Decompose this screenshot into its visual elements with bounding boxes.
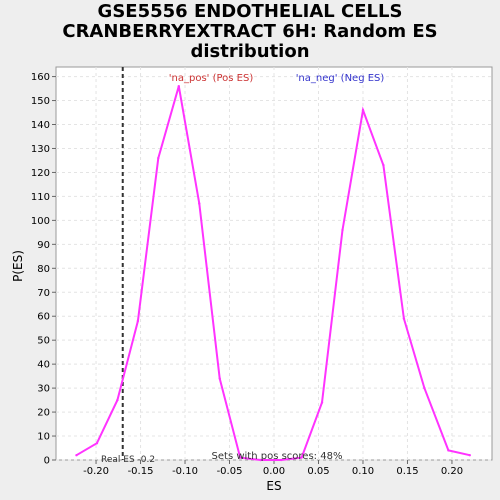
y-tick-label: 140 [31, 120, 50, 131]
data-point [157, 156, 160, 160]
y-tick-label: 110 [31, 192, 50, 203]
title-line-2: CRANBERRYEXTRACT 6H: Random ES [62, 21, 438, 42]
y-tick-label: 20 [37, 408, 50, 419]
x-tick-label: -0.15 [128, 466, 154, 477]
data-point [259, 458, 262, 462]
data-point [75, 454, 78, 457]
data-point [198, 202, 201, 205]
y-tick-label: 70 [37, 288, 50, 299]
legend-pos-es: 'na_pos' (Pos ES) [169, 73, 254, 84]
data-point [177, 84, 180, 88]
pos-scores-annotation: Sets with pos scores: 48% [212, 451, 343, 462]
data-point [320, 401, 324, 404]
data-point [218, 377, 221, 380]
y-tick-label: 60 [37, 312, 50, 323]
y-axis-ticks: 0 10 20 30 40 50 60 70 80 90 100 110 120 130 140 150 160 [31, 72, 56, 467]
y-tick-label: 10 [37, 432, 50, 443]
y-tick-label: 120 [31, 168, 50, 179]
x-tick-label: 0.10 [352, 466, 374, 477]
real-es-label: Real ES -0.2 [101, 455, 155, 465]
legend-neg-es: 'na_neg' (Neg ES) [296, 73, 385, 84]
data-point [423, 386, 426, 390]
y-tick-label: 50 [37, 336, 50, 347]
data-point [279, 458, 283, 462]
y-tick-label: 160 [31, 72, 50, 83]
data-point [361, 108, 365, 112]
x-tick-label: -0.05 [217, 466, 243, 477]
data-point [95, 442, 99, 445]
y-tick-label: 0 [44, 456, 50, 467]
data-point [447, 449, 450, 452]
chart-title: GSE5556 ENDOTHELIAL CELLS CRANBERRYEXTRA… [0, 2, 500, 62]
data-point [116, 398, 119, 402]
x-axis-label: ES [266, 479, 281, 493]
y-tick-label: 100 [31, 216, 50, 227]
series-line [75, 85, 471, 461]
plot-area [55, 66, 493, 461]
y-tick-label: 40 [37, 360, 50, 371]
y-tick-label: 150 [31, 96, 50, 107]
data-point [238, 456, 242, 459]
x-tick-label: 0.05 [307, 466, 329, 477]
y-axis-label: P(ES) [11, 250, 25, 282]
y-tick-label: 30 [37, 384, 50, 395]
data-point [402, 317, 406, 320]
data-point [341, 228, 344, 232]
data-point [382, 164, 385, 167]
x-tick-label: -0.20 [83, 466, 109, 477]
y-tick-label: 130 [31, 144, 50, 155]
y-tick-label: 90 [37, 240, 50, 251]
title-line-3: distribution [190, 41, 310, 62]
x-tick-label: 0.15 [396, 466, 418, 477]
data-point [468, 454, 471, 457]
title-line-1: GSE5556 ENDOTHELIAL CELLS [97, 1, 403, 22]
x-tick-label: 0.00 [263, 466, 285, 477]
x-tick-label: -0.10 [172, 466, 198, 477]
data-point [136, 319, 140, 323]
series-points [75, 84, 471, 462]
data-point [300, 456, 303, 459]
x-tick-label: 0.20 [441, 466, 463, 477]
y-tick-label: 80 [37, 264, 50, 275]
